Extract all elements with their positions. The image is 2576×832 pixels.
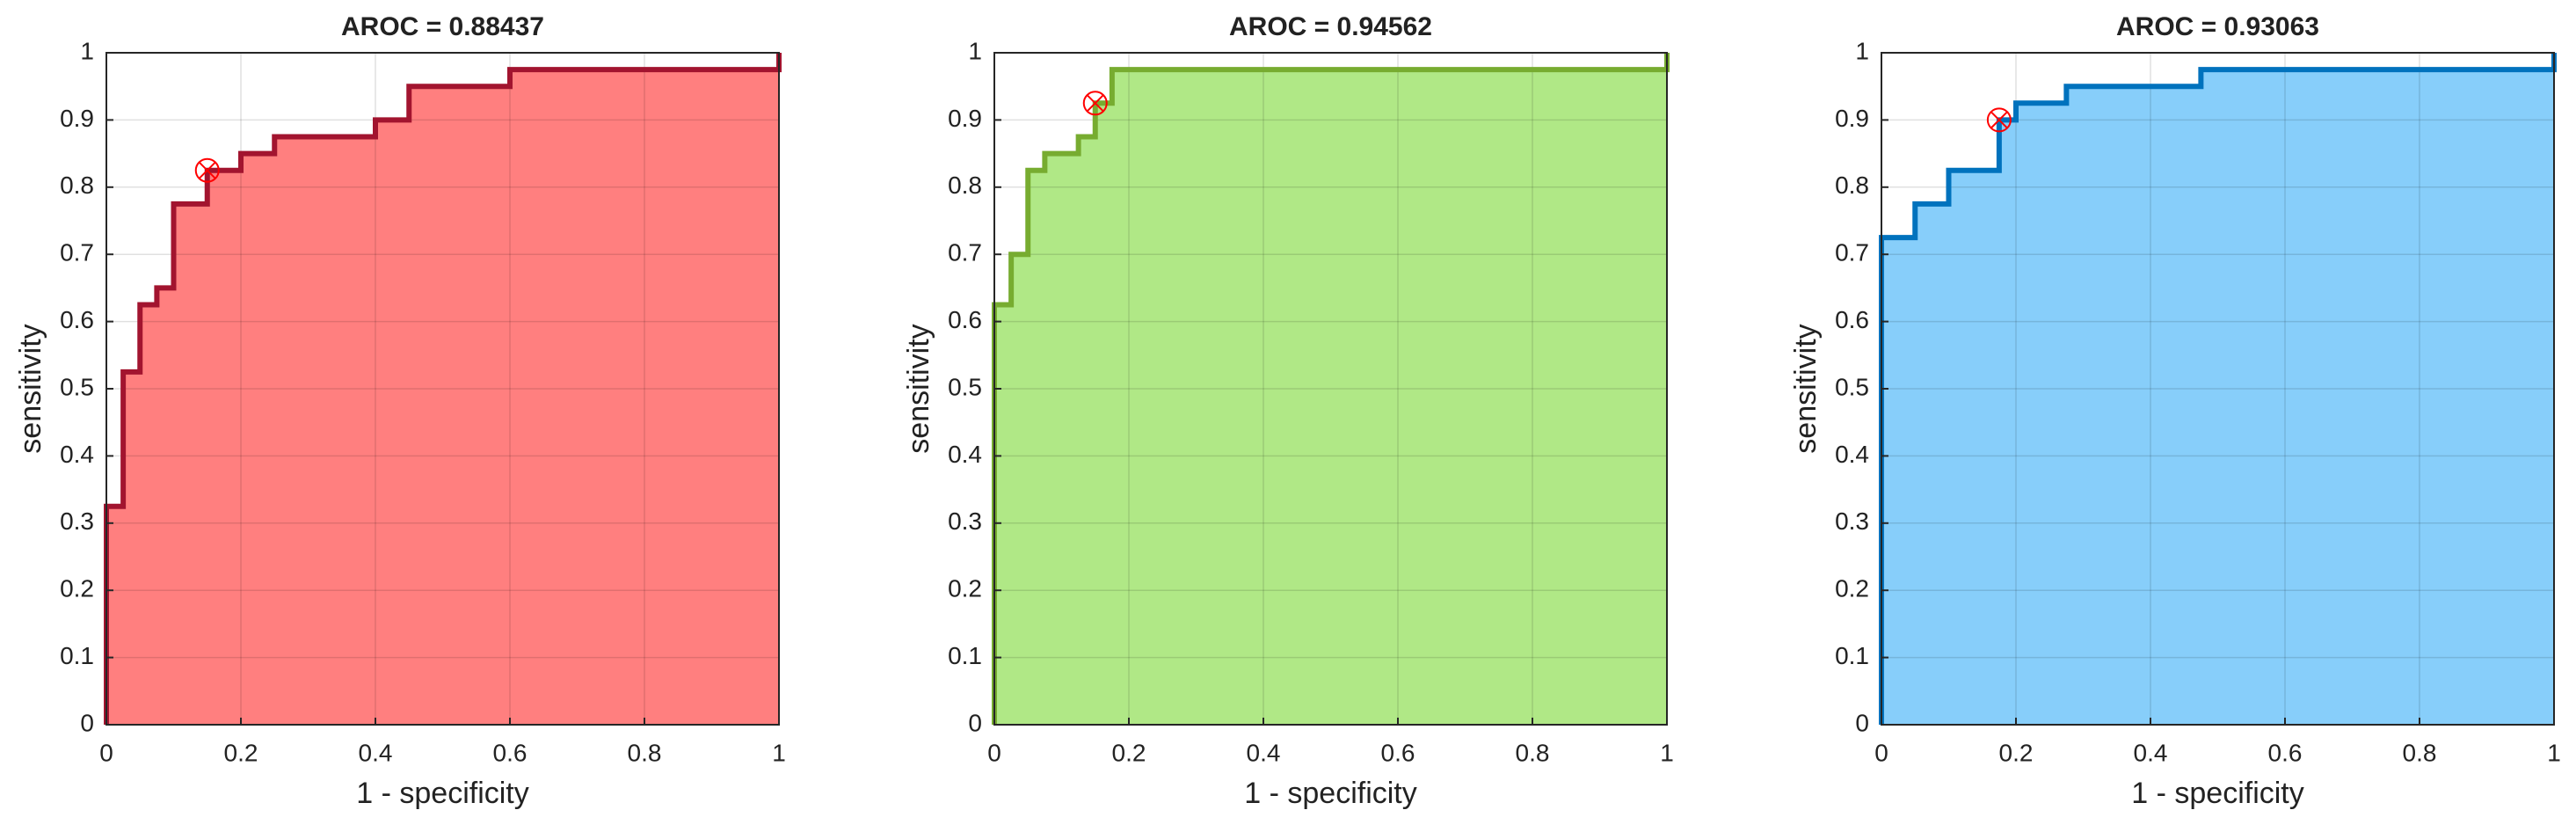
x-axis-label: 1 - specificity [356,777,529,810]
x-axis-label: 1 - specificity [2131,777,2304,810]
marker-cross [1990,111,2008,129]
area [994,53,1667,725]
y-axis-label: sensitivity [14,324,47,453]
chart: 0 0.2 0.4 0.6 0.8 1 0 0.1 0.2 0.3 0.4 0.5 0.6 0.7 0.8 0… [14,12,786,810]
y-tick-label: 0.1 [1835,642,1869,669]
y-tick-label: 1 [968,37,982,64]
x-tick-label: 1 [2547,739,2561,766]
x-tick-label: 0.2 [1112,739,1146,766]
y-tick-label: 0.2 [60,575,94,602]
y-tick-label: 0 [1855,709,1869,736]
x-tick-label: 1 [772,739,786,766]
y-tick-label: 0.4 [1835,441,1869,468]
chart: 0 0.2 0.4 0.6 0.8 1 0 0.1 0.2 0.3 0.4 0.5 0.6 0.7 0.8 0… [902,12,1674,810]
x-axis-label: 1 - specificity [1244,777,1417,810]
x-tick-label: 0.2 [224,739,258,766]
x-tick-label: 0.8 [1516,739,1550,766]
optimal-point [1986,107,2012,133]
x-tick-label: 0.8 [2403,739,2437,766]
chart-title: AROC = 0.88437 [341,12,544,41]
y-tick-label: 0.4 [948,441,982,468]
y-tick-label: 0.6 [948,306,982,333]
y-tick-label: 0.9 [948,105,982,132]
x-tick-label: 0 [1874,739,1888,766]
marker-circle [1986,107,2012,133]
y-tick-label: 1 [1855,37,1869,64]
y-tick-label: 0.6 [60,306,94,333]
y-tick-label: 0 [80,709,94,736]
y-tick-label: 0.5 [948,373,982,400]
x-tick-label: 0.4 [359,739,393,766]
y-tick-label: 0.8 [948,172,982,199]
y-tick-label: 0.5 [1835,373,1869,400]
y-tick-label: 1 [80,37,94,64]
y-tick-label: 0.7 [1835,239,1869,266]
y-tick-label: 0.4 [60,441,94,468]
y-tick-label: 0.3 [1835,507,1869,535]
y-tick-label: 0.8 [60,172,94,199]
y-tick-label: 0.8 [1835,172,1869,199]
y-tick-label: 0.9 [60,105,94,132]
y-tick-label: 0.2 [948,575,982,602]
x-tick-label: 1 [1660,739,1674,766]
chart-title: AROC = 0.94562 [1229,12,1432,41]
y-tick-label: 0.6 [1835,306,1869,333]
y-axis-label: sensitivity [1789,324,1823,453]
y-tick-label: 0 [968,709,982,736]
marker-cross [198,161,216,179]
x-tick-label: 0.8 [628,739,662,766]
area [1881,53,2554,725]
optimal-point [194,157,220,183]
y-tick-label: 0.5 [60,373,94,400]
marker-circle [1082,91,1108,116]
x-tick-label: 0.4 [1247,739,1281,766]
x-tick-label: 0.2 [1999,739,2034,766]
y-tick-label: 0.1 [60,642,94,669]
y-axis-label: sensitivity [902,324,935,453]
marker-cross [1086,94,1104,113]
y-tick-label: 0.9 [1835,105,1869,132]
y-tick-label: 0.3 [60,507,94,535]
area [106,53,779,725]
y-tick-label: 0.7 [60,239,94,266]
x-tick-label: 0.4 [2134,739,2168,766]
roc-line [1879,53,2557,725]
chart-title: AROC = 0.93063 [2116,12,2319,41]
y-tick-label: 0.3 [948,507,982,535]
x-tick-label: 0.6 [1381,739,1415,766]
x-tick-label: 0.6 [493,739,528,766]
x-tick-label: 0.6 [2268,739,2303,766]
x-tick-label: 0 [99,739,113,766]
x-tick-label: 0 [987,739,1001,766]
chart: 0 0.2 0.4 0.6 0.8 1 0 0.1 0.2 0.3 0.4 0.5 0.6 0.7 0.8 0… [1789,12,2561,810]
marker-circle [194,157,220,183]
roc-line [992,53,1670,725]
roc-line [104,53,782,725]
y-tick-label: 0.2 [1835,575,1869,602]
optimal-point [1082,91,1108,116]
y-tick-label: 0.1 [948,642,982,669]
y-tick-label: 0.7 [948,239,982,266]
